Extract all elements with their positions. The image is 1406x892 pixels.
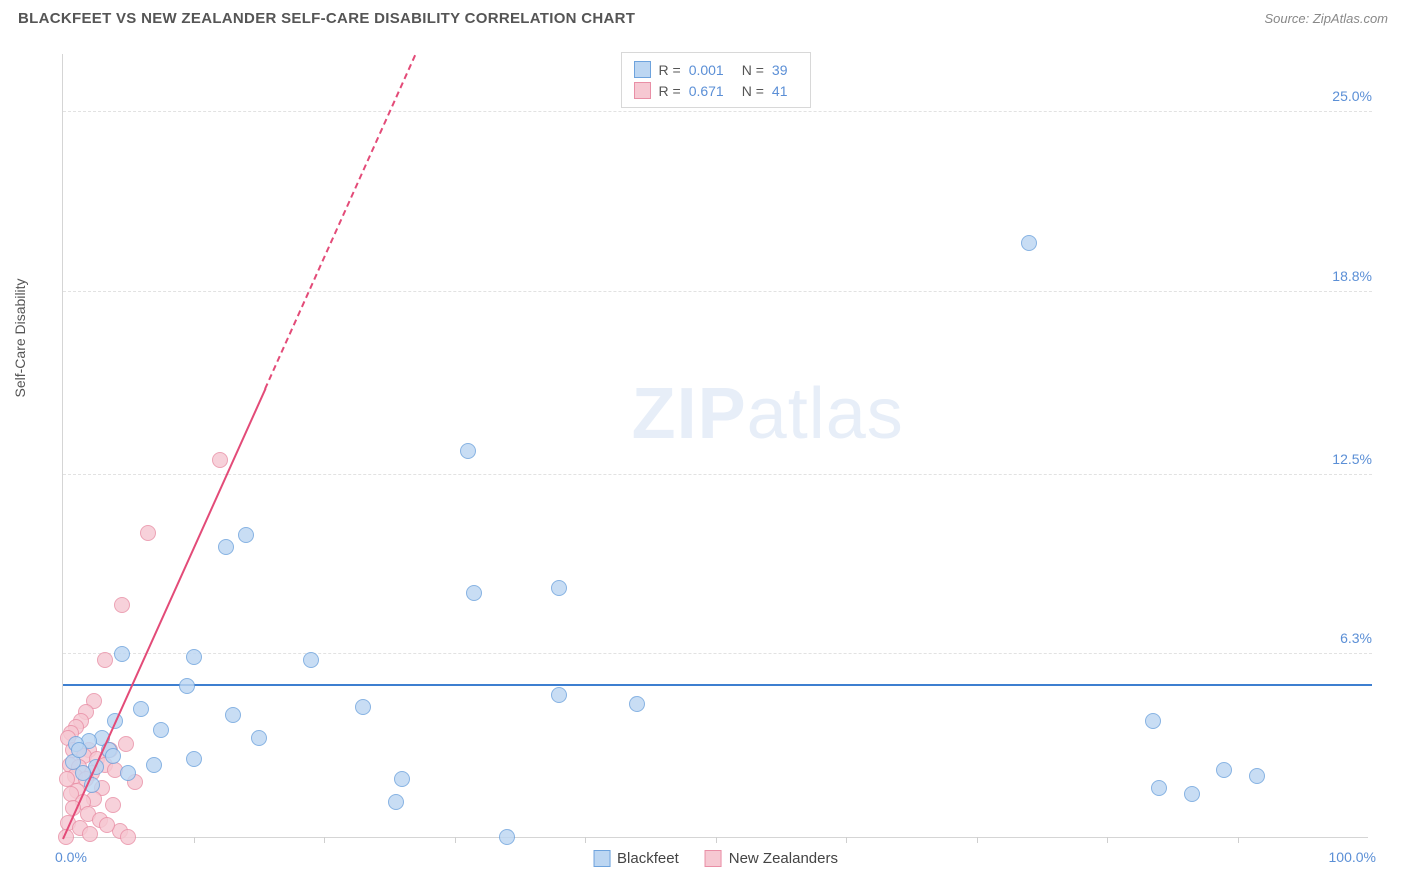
gridline bbox=[63, 111, 1372, 112]
data-point-series1 bbox=[1216, 762, 1232, 778]
data-point-series1 bbox=[218, 539, 234, 555]
x-tick bbox=[455, 837, 456, 843]
data-point-series1 bbox=[303, 652, 319, 668]
gridline bbox=[63, 474, 1372, 475]
data-point-series1 bbox=[120, 765, 136, 781]
data-point-series1 bbox=[114, 646, 130, 662]
y-tick-label: 12.5% bbox=[1326, 451, 1372, 467]
trendline-series2 bbox=[62, 389, 266, 840]
data-point-series1 bbox=[186, 649, 202, 665]
x-tick bbox=[324, 837, 325, 843]
data-point-series1 bbox=[1249, 768, 1265, 784]
series-legend-item: Blackfeet bbox=[593, 850, 679, 867]
x-axis-min-label: 0.0% bbox=[55, 849, 87, 865]
legend-swatch bbox=[705, 850, 722, 867]
r-label: R = bbox=[659, 83, 681, 99]
x-tick bbox=[846, 837, 847, 843]
stats-legend: R = 0.001 N = 39 R = 0.671 N = 41 bbox=[621, 52, 811, 108]
data-point-series2 bbox=[118, 736, 134, 752]
x-tick bbox=[1238, 837, 1239, 843]
plot-area: ZIPatlas R =0.001N =39R =0.671N =41 0.0%… bbox=[62, 54, 1368, 838]
legend-swatch bbox=[593, 850, 610, 867]
chart-title: BLACKFEET VS NEW ZEALANDER SELF-CARE DIS… bbox=[18, 10, 635, 27]
series-legend: Blackfeet New Zealanders bbox=[593, 850, 838, 867]
data-point-series1 bbox=[71, 742, 87, 758]
data-point-series1 bbox=[153, 722, 169, 738]
data-point-series1 bbox=[1021, 235, 1037, 251]
data-point-series1 bbox=[460, 443, 476, 459]
data-point-series1 bbox=[146, 757, 162, 773]
chart-container: Self-Care Disability ZIPatlas R =0.001N … bbox=[18, 40, 1388, 874]
data-point-series2 bbox=[212, 452, 228, 468]
x-tick bbox=[194, 837, 195, 843]
data-point-series1 bbox=[225, 707, 241, 723]
series-legend-item: New Zealanders bbox=[705, 850, 838, 867]
data-point-series2 bbox=[99, 817, 115, 833]
data-point-series1 bbox=[466, 585, 482, 601]
r-label: R = bbox=[659, 62, 681, 78]
data-point-series1 bbox=[499, 829, 515, 845]
gridline bbox=[63, 291, 1372, 292]
gridline bbox=[63, 653, 1372, 654]
y-tick-label: 25.0% bbox=[1326, 88, 1372, 104]
data-point-series2 bbox=[97, 652, 113, 668]
y-axis-label: Self-Care Disability bbox=[12, 278, 28, 397]
data-point-series1 bbox=[133, 701, 149, 717]
source-label: Source: ZipAtlas.com bbox=[1264, 11, 1388, 26]
data-point-series1 bbox=[551, 580, 567, 596]
data-point-series1 bbox=[186, 751, 202, 767]
n-label: N = bbox=[742, 83, 764, 99]
data-point-series1 bbox=[1184, 786, 1200, 802]
n-value: 39 bbox=[772, 62, 788, 78]
data-point-series1 bbox=[251, 730, 267, 746]
r-value: 0.001 bbox=[689, 62, 724, 78]
n-label: N = bbox=[742, 62, 764, 78]
data-point-series1 bbox=[179, 678, 195, 694]
stats-legend-row: R = 0.671 N = 41 bbox=[634, 80, 798, 101]
legend-swatch bbox=[634, 61, 651, 78]
x-tick bbox=[977, 837, 978, 843]
legend-swatch bbox=[634, 82, 651, 99]
data-point-series2 bbox=[82, 826, 98, 842]
x-tick bbox=[1107, 837, 1108, 843]
y-tick-label: 6.3% bbox=[1334, 630, 1372, 646]
data-point-series1 bbox=[1151, 780, 1167, 796]
y-tick-label: 18.8% bbox=[1326, 268, 1372, 284]
data-point-series1 bbox=[238, 527, 254, 543]
data-point-series2 bbox=[140, 525, 156, 541]
watermark: ZIPatlas bbox=[632, 373, 904, 455]
stats-legend-row: R = 0.001 N = 39 bbox=[634, 59, 798, 80]
data-point-series2 bbox=[114, 597, 130, 613]
series-legend-label: New Zealanders bbox=[729, 850, 838, 867]
series-legend-label: Blackfeet bbox=[617, 850, 679, 867]
data-point-series1 bbox=[1145, 713, 1161, 729]
data-point-series2 bbox=[105, 797, 121, 813]
n-value: 41 bbox=[772, 83, 788, 99]
r-value: 0.671 bbox=[689, 83, 724, 99]
trendline-series2 bbox=[265, 55, 417, 390]
data-point-series2 bbox=[120, 829, 136, 845]
data-point-series1 bbox=[355, 699, 371, 715]
data-point-series1 bbox=[388, 794, 404, 810]
trendline-series1 bbox=[63, 684, 1372, 686]
data-point-series1 bbox=[551, 687, 567, 703]
data-point-series1 bbox=[394, 771, 410, 787]
x-tick bbox=[716, 837, 717, 843]
data-point-series1 bbox=[629, 696, 645, 712]
data-point-series1 bbox=[105, 748, 121, 764]
x-tick bbox=[585, 837, 586, 843]
x-axis-max-label: 100.0% bbox=[1329, 849, 1376, 865]
